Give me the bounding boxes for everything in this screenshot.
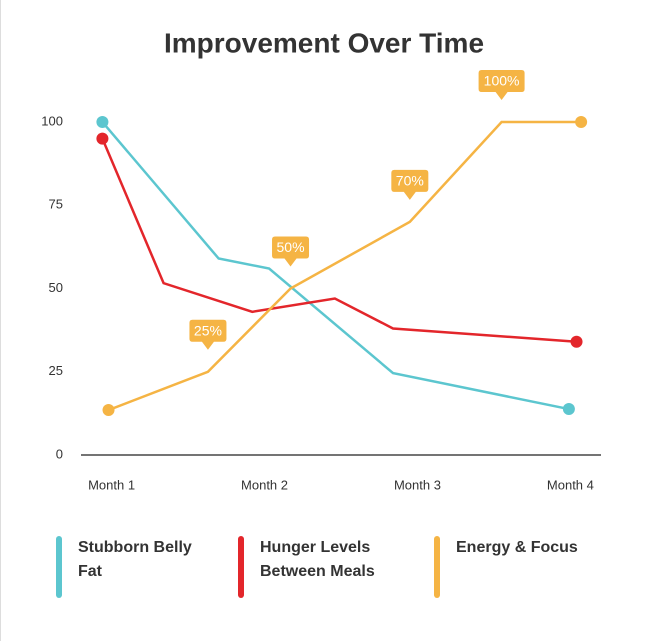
- y-tick-label: 0: [56, 446, 63, 461]
- y-tick-label: 100: [41, 113, 63, 128]
- data-label: 25%: [194, 322, 222, 338]
- y-tick-label: 25: [49, 363, 63, 378]
- legend-item: Energy & Focus: [434, 536, 586, 598]
- y-tick-label: 50: [49, 280, 63, 295]
- legend-item: Hunger Levels Between Meals: [238, 536, 390, 598]
- data-label: 100%: [484, 73, 520, 89]
- point-marker: [562, 403, 575, 416]
- line: [101, 121, 570, 411]
- legend-item: Stubborn Belly Fat: [56, 536, 208, 598]
- y-tick-label: 75: [49, 197, 63, 212]
- point-marker: [96, 132, 109, 145]
- label-callout: [272, 236, 310, 267]
- point-marker: [570, 335, 583, 348]
- line: [108, 120, 582, 412]
- line: [101, 138, 577, 344]
- data-label: 50%: [277, 239, 305, 255]
- x-tick-label: Month 2: [241, 477, 288, 492]
- legend-label: Energy & Focus: [456, 539, 578, 556]
- x-tick-label: Month 1: [88, 477, 135, 492]
- data-label: 70%: [396, 173, 424, 189]
- point-marker: [575, 116, 588, 128]
- legend-label: Stubborn Belly Fat: [78, 539, 192, 580]
- label-callout: [478, 70, 525, 100]
- point-marker: [96, 116, 109, 128]
- x-tick-label: Month 3: [394, 477, 441, 492]
- legend-label: Hunger Levels Between Meals: [260, 539, 375, 580]
- label-callout: [391, 169, 429, 200]
- legend-swatch: [238, 536, 244, 598]
- legend-swatch: [434, 536, 440, 598]
- chart-title: Improvement Over Time: [164, 27, 484, 58]
- label-callout: [189, 319, 227, 350]
- x-tick-label: Month 4: [547, 477, 594, 492]
- point-marker: [102, 404, 115, 417]
- chart: Improvement Over Time 0 25 50 75 100 Month 1 M…: [41, 27, 601, 492]
- legend-swatch: [56, 536, 62, 598]
